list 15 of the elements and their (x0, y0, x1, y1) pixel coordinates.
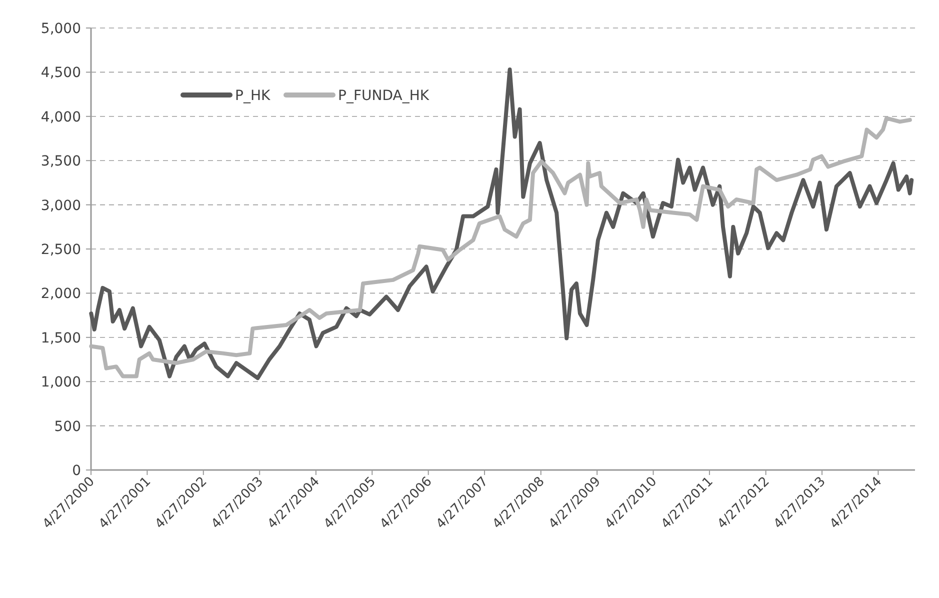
y-tick-label: 0 (72, 463, 81, 479)
line-series (89, 116, 912, 378)
legend-label: P_FUNDA_HK (338, 88, 430, 104)
y-tick-label: 4,000 (40, 109, 81, 126)
y-tick-label: 3,000 (40, 198, 81, 214)
y-tick-label: 500 (54, 418, 81, 435)
line-series (89, 68, 914, 380)
y-tick-label: 3,500 (40, 154, 81, 170)
y-tick-label: 1,500 (40, 330, 81, 346)
y-tick-label: 4,500 (40, 65, 81, 82)
legend-label: P_HK (235, 88, 271, 104)
y-tick-label: 2,000 (40, 286, 81, 302)
y-tick-label: 5,000 (40, 21, 81, 37)
y-tick-label: 1,000 (40, 374, 81, 391)
y-tick-label: 2,500 (40, 242, 81, 258)
